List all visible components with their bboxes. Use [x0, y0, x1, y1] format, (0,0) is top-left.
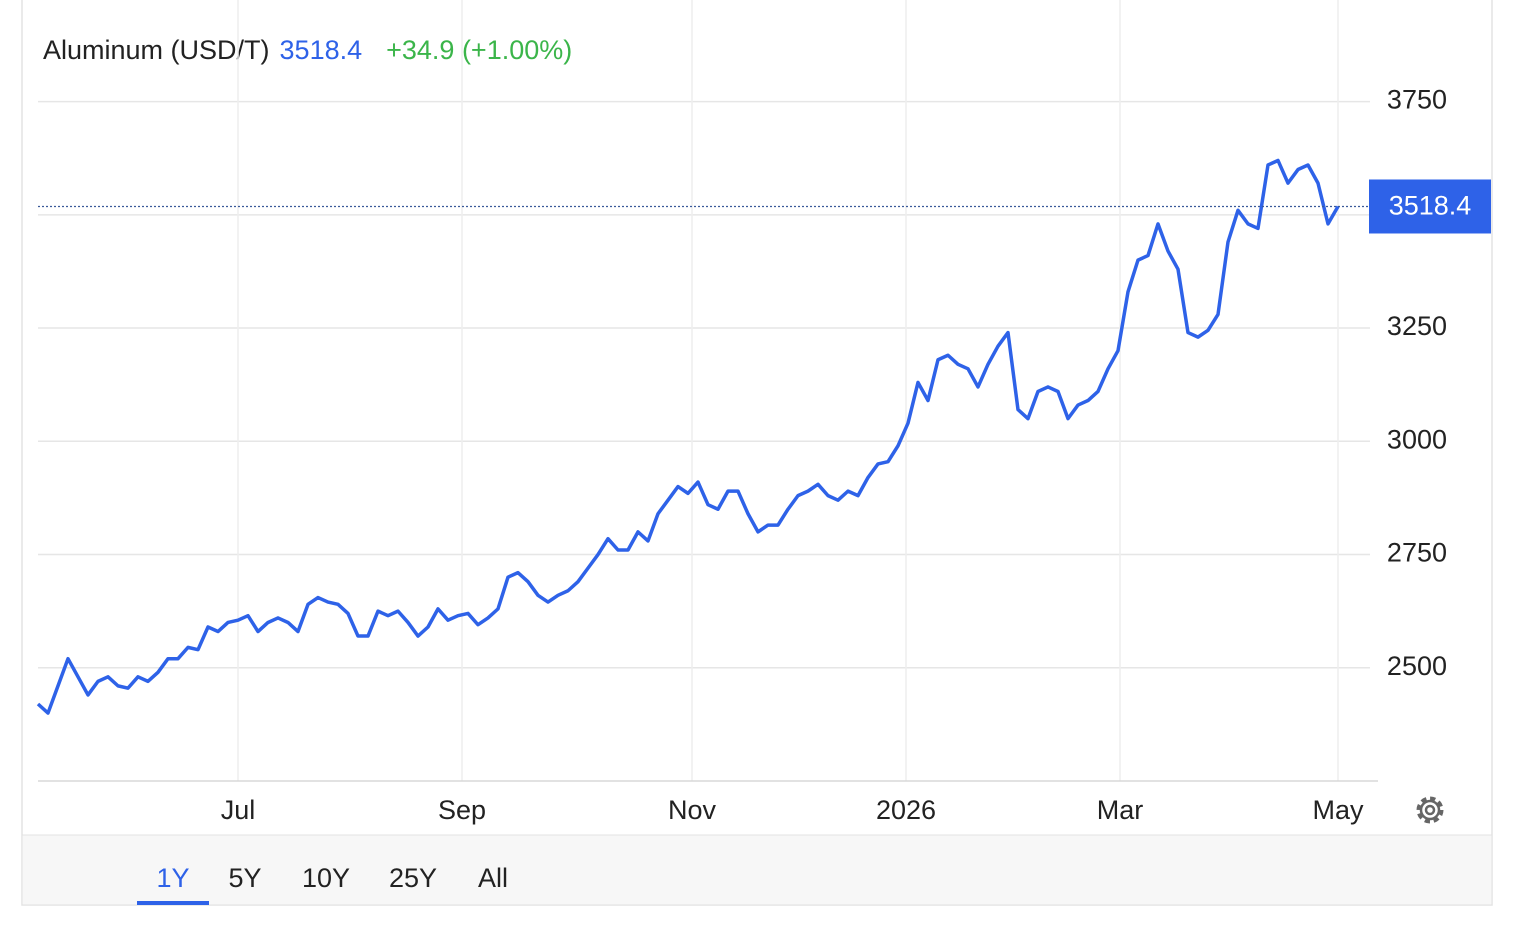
x-tick-label: Mar [1097, 795, 1144, 825]
last-price-label: 3518.4 [1389, 191, 1472, 221]
active-tab-underline [137, 901, 209, 905]
gear-hole [1424, 804, 1436, 816]
frame [21, 0, 1493, 906]
tab-bar [22, 835, 1492, 905]
y-tick-label: 3750 [1387, 85, 1447, 115]
x-tick-label: 2026 [876, 795, 936, 825]
range-tab[interactable]: All [478, 863, 508, 893]
y-tick-label: 3000 [1387, 424, 1447, 454]
x-tick-label: Nov [668, 795, 717, 825]
range-tab[interactable]: 25Y [389, 863, 437, 893]
range-tab[interactable]: 1Y [156, 863, 189, 893]
x-tick-label: Sep [438, 795, 486, 825]
current-price: 3518.4 [280, 35, 363, 65]
chart-title: Aluminum (USD/T) 3518.4 +34.9 (+1.00%) [43, 35, 572, 65]
last-price-box [1369, 179, 1491, 234]
y-tick-label: 2750 [1387, 538, 1447, 568]
x-tick-label: Jul [221, 795, 256, 825]
y-tick-label: 3250 [1387, 311, 1447, 341]
settings-icon[interactable] [1416, 796, 1444, 824]
title-text: Aluminum (USD/T) [43, 35, 270, 65]
range-tab[interactable]: 10Y [302, 863, 350, 893]
price-line [36, 158, 1340, 715]
range-tab[interactable]: 5Y [228, 863, 261, 893]
x-tick-label: May [1312, 795, 1364, 825]
price-change: +34.9 (+1.00%) [386, 35, 572, 65]
gear-ring [1419, 799, 1441, 821]
gear-teeth [1416, 796, 1444, 824]
y-tick-label: 2500 [1387, 651, 1447, 681]
